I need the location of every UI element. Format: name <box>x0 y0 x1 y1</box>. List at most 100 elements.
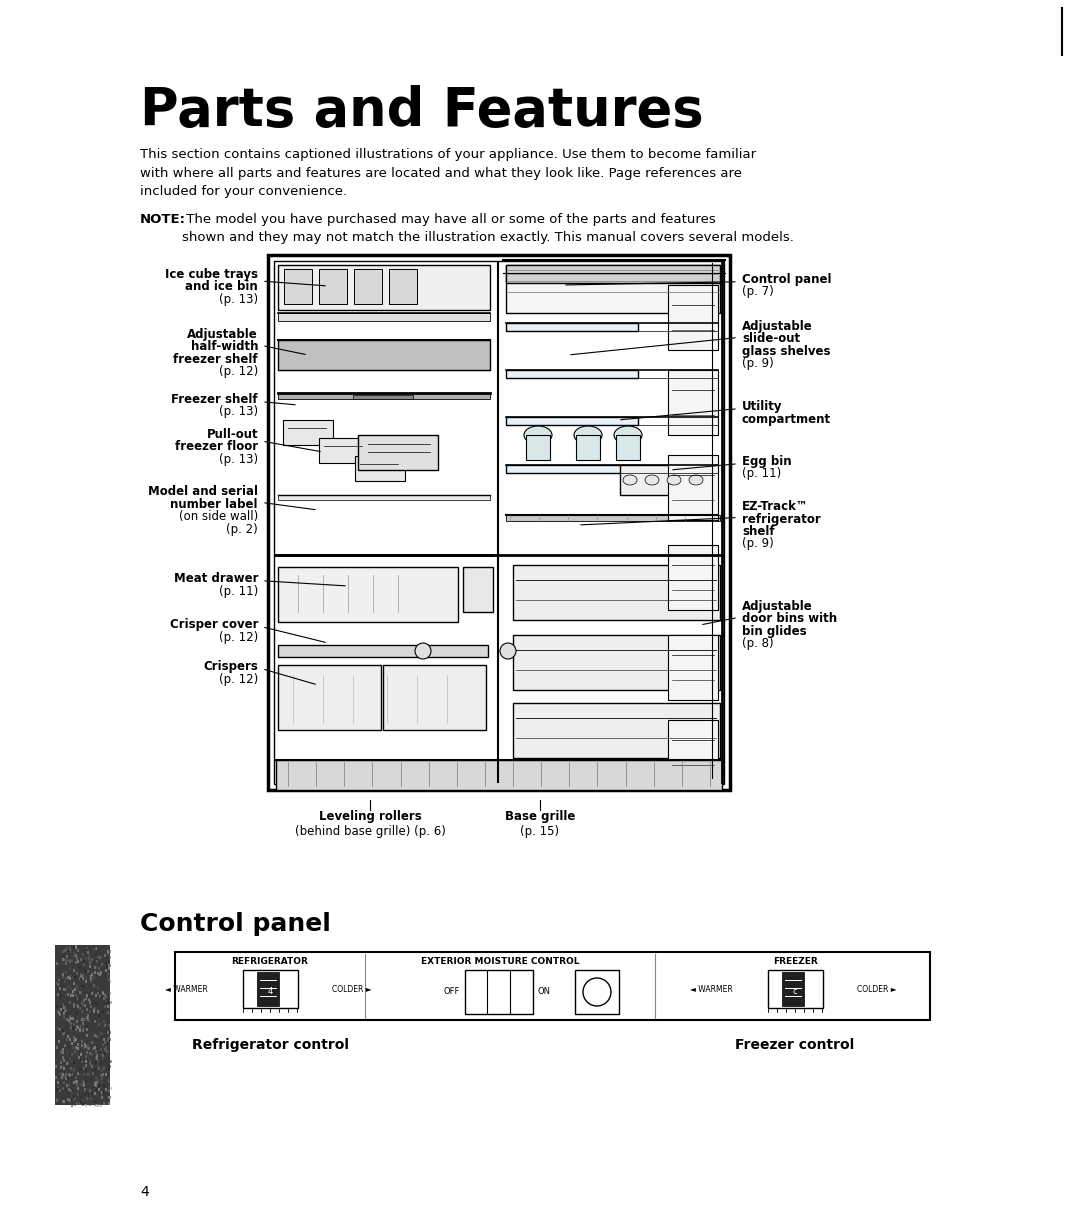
Bar <box>81 1082 83 1086</box>
Bar <box>106 1050 108 1053</box>
Bar <box>616 435 640 460</box>
Bar <box>102 1081 103 1083</box>
Bar <box>79 968 81 970</box>
Bar <box>104 1001 106 1005</box>
Bar <box>66 1018 68 1021</box>
Bar <box>56 1099 58 1103</box>
Bar <box>76 1005 78 1007</box>
Text: c: c <box>793 987 797 995</box>
Bar <box>78 1093 80 1095</box>
Bar <box>78 1047 80 1051</box>
Bar <box>83 963 85 966</box>
Bar <box>95 1060 97 1064</box>
Ellipse shape <box>667 475 681 484</box>
Bar <box>109 980 111 983</box>
Bar <box>104 954 106 957</box>
Bar <box>80 1072 81 1076</box>
Text: Ice cube trays: Ice cube trays <box>165 268 258 281</box>
Text: ◄ WARMER: ◄ WARMER <box>165 984 208 993</box>
Bar <box>64 1006 66 1010</box>
Bar <box>57 1040 59 1042</box>
Bar <box>59 1066 62 1069</box>
Bar <box>70 958 72 960</box>
Bar <box>109 1031 110 1034</box>
Bar <box>99 1054 100 1058</box>
Bar <box>72 1099 73 1101</box>
Bar <box>95 952 97 954</box>
Bar <box>69 987 70 991</box>
Bar <box>83 1004 85 1007</box>
Bar <box>389 269 417 304</box>
Bar <box>96 971 98 975</box>
Bar <box>77 1047 79 1050</box>
Bar <box>65 994 67 998</box>
Bar <box>73 957 76 959</box>
Bar <box>80 1051 82 1054</box>
Bar <box>90 1088 92 1092</box>
Bar <box>89 1094 90 1098</box>
Bar <box>70 1095 71 1098</box>
Bar <box>90 1104 91 1106</box>
Bar <box>86 1034 87 1038</box>
Bar <box>92 1041 94 1044</box>
Bar <box>353 395 413 399</box>
Bar <box>94 1021 96 1024</box>
Bar <box>96 1057 98 1059</box>
Bar <box>76 986 78 988</box>
Bar <box>71 1060 72 1063</box>
Bar <box>90 1060 92 1063</box>
Bar <box>383 665 486 730</box>
Bar <box>59 1089 62 1092</box>
Bar <box>80 1053 82 1056</box>
Bar <box>106 947 108 950</box>
Bar <box>57 1081 59 1084</box>
Bar <box>109 1060 111 1063</box>
Bar <box>78 1093 80 1095</box>
Bar <box>107 1031 109 1034</box>
Bar <box>75 1097 76 1100</box>
Bar <box>82 991 84 993</box>
Bar <box>63 1016 65 1018</box>
Bar <box>86 994 89 998</box>
Bar <box>57 1017 59 1021</box>
Bar <box>107 952 109 954</box>
Bar <box>93 976 95 980</box>
Bar <box>109 992 111 995</box>
Bar <box>108 1088 110 1092</box>
Bar <box>86 993 89 997</box>
Bar <box>55 1076 57 1080</box>
Bar <box>62 1065 64 1068</box>
Bar <box>108 946 110 950</box>
Bar <box>82 977 84 980</box>
Text: (p. 13): (p. 13) <box>219 293 258 306</box>
Bar <box>175 952 930 1019</box>
Bar <box>99 974 102 976</box>
Text: Freezer control: Freezer control <box>735 1038 854 1052</box>
Bar <box>83 1092 85 1094</box>
Bar <box>109 1065 111 1068</box>
Bar <box>76 1080 78 1082</box>
Bar <box>86 1098 89 1100</box>
Bar <box>71 987 73 991</box>
Bar <box>107 950 109 953</box>
Bar <box>78 1070 80 1072</box>
Bar <box>94 1103 96 1106</box>
Bar <box>73 946 75 948</box>
Bar <box>92 948 94 952</box>
Bar <box>90 1062 92 1065</box>
Bar <box>68 1074 70 1076</box>
Bar <box>107 1080 109 1082</box>
Bar <box>64 1080 66 1082</box>
Bar <box>96 966 98 970</box>
Bar <box>62 1009 64 1011</box>
Text: Crispers: Crispers <box>203 660 258 674</box>
Bar <box>83 1072 85 1076</box>
Bar <box>60 1088 62 1091</box>
Text: (behind base grille) (p. 6): (behind base grille) (p. 6) <box>295 825 445 837</box>
Bar <box>98 1051 100 1054</box>
Bar <box>67 1098 69 1100</box>
Bar <box>99 982 102 984</box>
Bar <box>81 1089 82 1093</box>
Bar <box>66 1062 68 1065</box>
Bar <box>89 975 91 978</box>
